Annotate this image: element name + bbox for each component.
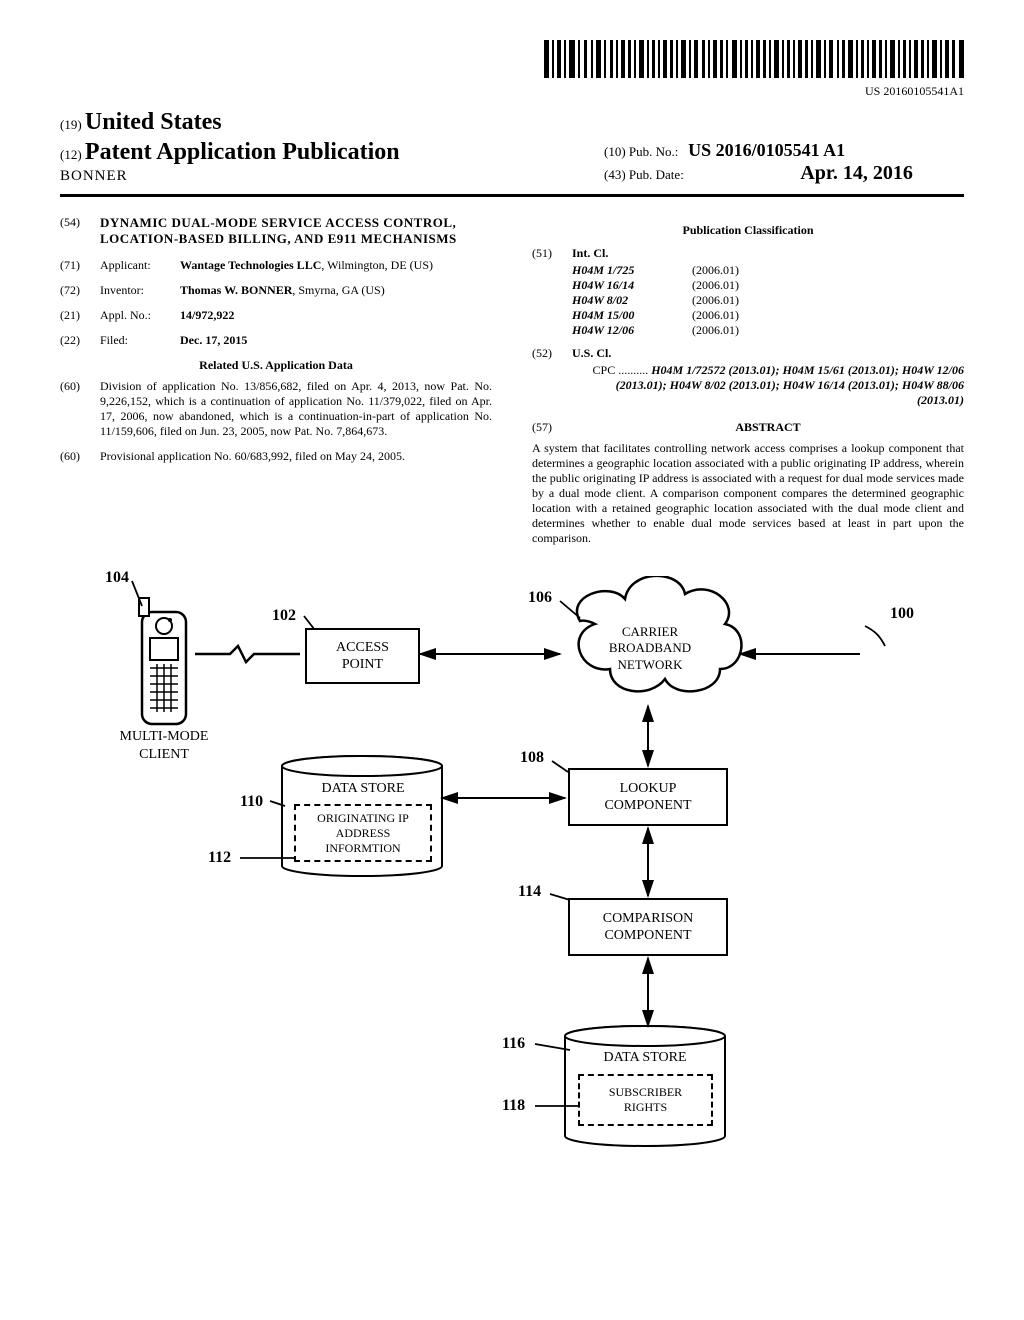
ref-108: 108 [520, 748, 544, 768]
ref-100: 100 [890, 604, 914, 624]
applicant-name: Wantage Technologies LLC [180, 258, 321, 272]
intcl-1-year: (2006.01) [692, 278, 739, 293]
ref-106: 106 [528, 588, 552, 608]
related-code-a: (60) [60, 379, 100, 439]
country-code: (19) [60, 117, 82, 132]
cpc-text: H04M 1/72572 (2013.01); H04M 15/61 (2013… [616, 363, 964, 407]
figure-diagram: ACCESS POINT MULTI-MODE CLIENT CARRIER B… [60, 576, 964, 1196]
applno-label: Appl. No.: [100, 308, 180, 323]
inventor-name: Thomas W. BONNER [180, 283, 292, 297]
intcl-2-year: (2006.01) [692, 293, 739, 308]
uscl-label: U.S. Cl. [572, 346, 611, 360]
barcode-graphic [60, 40, 964, 82]
intcl-4-year: (2006.01) [692, 323, 739, 338]
cpc-label: CPC .......... [593, 363, 649, 377]
invention-title: DYNAMIC DUAL-MODE SERVICE ACCESS CONTROL… [100, 215, 492, 248]
intcl-4-code: H04W 12/06 [572, 323, 692, 338]
abstract-label: ABSTRACT [735, 420, 800, 434]
related-title: Related U.S. Application Data [60, 358, 492, 373]
datastore2-label: DATA STORE [590, 1049, 700, 1067]
intcl-3-year: (2006.01) [692, 308, 739, 323]
header-authors: BONNER [60, 167, 400, 186]
applno-code: (21) [60, 308, 100, 323]
applicant-loc: , Wilmington, DE (US) [321, 258, 433, 272]
intcl-1-code: H04W 16/14 [572, 278, 692, 293]
inventor-loc: , Smyrna, GA (US) [292, 283, 384, 297]
ref-116: 116 [502, 1034, 525, 1054]
related-code-b: (60) [60, 449, 100, 464]
filed-code: (22) [60, 333, 100, 348]
intcl-0-year: (2006.01) [692, 263, 739, 278]
inventor-code: (72) [60, 283, 100, 298]
bibliographic-section: (54) DYNAMIC DUAL-MODE SERVICE ACCESS CO… [60, 215, 964, 546]
patent-header: (19) United States (12) Patent Applicati… [60, 107, 964, 197]
ip-info-box: ORIGINATING IP ADDRESS INFORMTION [294, 804, 432, 862]
applno: 14/972,922 [180, 308, 234, 322]
inventor-label: Inventor: [100, 283, 180, 298]
applicant-code: (71) [60, 258, 100, 273]
network-label: CARRIER BROADBAND NETWORK [600, 624, 700, 673]
related-text-b: Provisional application No. 60/683,992, … [100, 449, 492, 464]
pubno-label: Pub. No.: [629, 144, 678, 159]
pubdate: Apr. 14, 2016 [800, 162, 913, 184]
pubno: US 2016/0105541 A1 [688, 140, 845, 160]
abstract-text: A system that facilitates controlling ne… [532, 441, 964, 546]
pubno-code: (10) [604, 144, 626, 159]
ref-114: 114 [518, 882, 541, 902]
kind-code: (12) [60, 147, 82, 162]
filed-date: Dec. 17, 2015 [180, 333, 247, 347]
applicant-label: Applicant: [100, 258, 180, 273]
lookup-box: LOOKUP COMPONENT [568, 768, 728, 826]
ref-112: 112 [208, 848, 231, 868]
title-code: (54) [60, 215, 100, 248]
ref-110: 110 [240, 792, 263, 812]
rights-box: SUBSCRIBER RIGHTS [578, 1074, 713, 1126]
pubdate-label: Pub. Date: [629, 167, 684, 182]
pubdate-code: (43) [604, 167, 626, 182]
datastore1-label: DATA STORE [308, 780, 418, 798]
compare-box: COMPARISON COMPONENT [568, 898, 728, 956]
intcl-label: Int. Cl. [572, 246, 608, 260]
uscl-code: (52) [532, 346, 572, 361]
client-label: MULTI-MODE CLIENT [104, 728, 224, 763]
pubclass-title: Publication Classification [532, 223, 964, 238]
ref-102: 102 [272, 606, 296, 626]
barcode-number: US 20160105541A1 [60, 84, 964, 99]
ref-118: 118 [502, 1096, 525, 1116]
intcl-3-code: H04M 15/00 [572, 308, 692, 323]
access-point-box: ACCESS POINT [305, 628, 420, 684]
kind: Patent Application Publication [85, 139, 400, 165]
intcl-0-code: H04M 1/725 [572, 263, 692, 278]
country: United States [85, 109, 222, 135]
related-text-a: Division of application No. 13/856,682, … [100, 379, 492, 439]
intcl-2-code: H04W 8/02 [572, 293, 692, 308]
abstract-code: (57) [532, 420, 572, 435]
intcl-code: (51) [532, 246, 572, 261]
ref-104: 104 [105, 568, 129, 588]
filed-label: Filed: [100, 333, 180, 348]
